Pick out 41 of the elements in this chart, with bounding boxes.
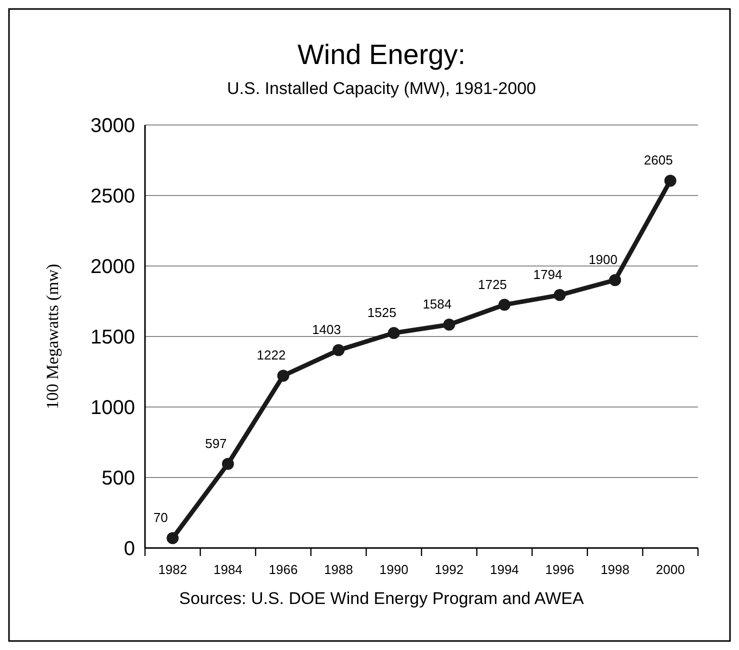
- point: [388, 326, 400, 339]
- x-tick-label: 1966: [268, 562, 298, 577]
- point: [443, 318, 456, 331]
- chart-title: Wind Energy:: [297, 39, 466, 70]
- x-tick-label: 1992: [434, 562, 464, 577]
- point: [332, 344, 345, 356]
- point: [664, 174, 676, 187]
- data-label: 2605: [644, 152, 673, 168]
- data-label: 70: [153, 510, 168, 526]
- data-label: 1584: [422, 296, 452, 312]
- data-label: 1794: [533, 267, 562, 282]
- point: [277, 370, 290, 382]
- point: [498, 298, 510, 311]
- x-tick-label: 1990: [379, 562, 408, 577]
- point: [554, 289, 566, 302]
- point: [609, 274, 622, 286]
- source-note: Sources: U.S. DOE Wind Energy Program and AWEA: [179, 589, 584, 608]
- point: [222, 458, 234, 470]
- y-tick-label: 500: [102, 468, 135, 490]
- y-tick-label: 1500: [90, 326, 135, 348]
- data-label: 1900: [588, 252, 618, 268]
- x-tick-label: 1996: [545, 562, 574, 577]
- y-tick-label: 2000: [90, 256, 135, 278]
- x-tick-label: 1982: [158, 562, 188, 577]
- chart-subtitle: U.S. Installed Capacity (MW), 1981-2000: [227, 79, 536, 98]
- y-tick-label: 1000: [90, 397, 135, 419]
- y-axis-title: 100 Megawatts (mw): [43, 264, 62, 410]
- x-tick-label: 1998: [600, 562, 630, 577]
- data-label: 1222: [256, 348, 286, 363]
- x-tick-label: 1984: [213, 562, 242, 577]
- x-tick-label: 2000: [656, 562, 685, 577]
- data-label: 597: [205, 436, 227, 451]
- data-label: 1725: [478, 276, 507, 292]
- y-tick-label: 2500: [90, 186, 135, 208]
- data-label: 1525: [367, 304, 396, 320]
- y-tick-label: 3000: [90, 115, 135, 137]
- x-tick-label: 1994: [490, 562, 519, 577]
- data-label: 1403: [312, 322, 342, 338]
- y-tick-label: 0: [124, 538, 135, 560]
- point: [166, 532, 179, 544]
- x-tick-label: 1988: [324, 562, 354, 577]
